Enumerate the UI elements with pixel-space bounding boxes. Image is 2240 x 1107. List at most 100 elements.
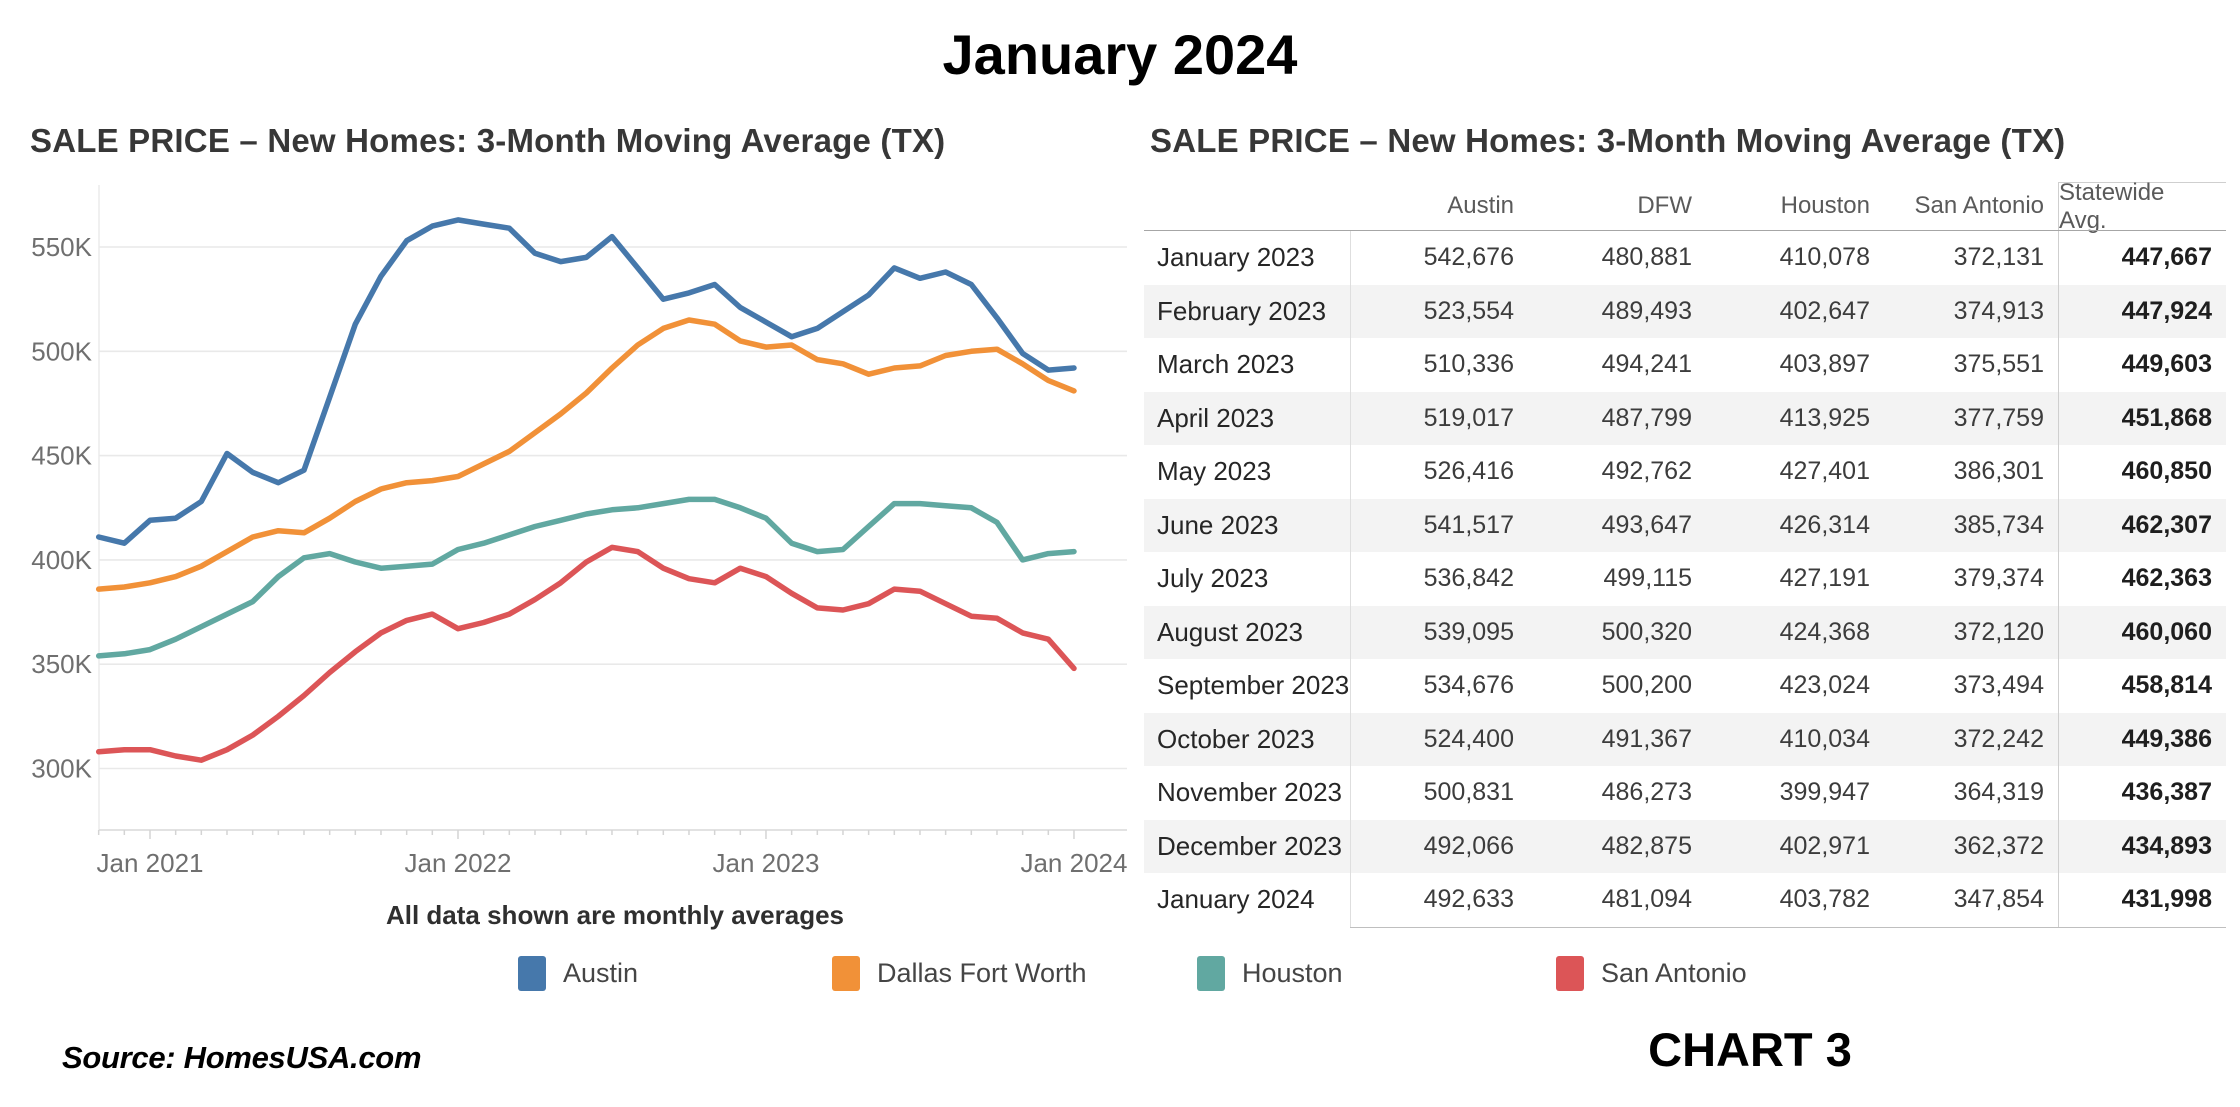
table-cell: 436,387 — [2058, 766, 2226, 820]
table-cell: 526,416 — [1350, 445, 1528, 499]
table-cell: 494,241 — [1601, 350, 1692, 379]
table-cell: 385,734 — [1884, 498, 2058, 552]
table-cell: 364,319 — [1953, 778, 2044, 807]
table-cell: 534,676 — [1350, 659, 1528, 713]
y-tick-label: 300K — [31, 754, 92, 784]
table-cell: 447,667 — [2058, 231, 2226, 285]
table-cell: 542,676 — [1350, 231, 1528, 285]
page-title: January 2024 — [942, 23, 1298, 86]
table-cell: 489,493 — [1528, 284, 1706, 338]
table-cell: 458,814 — [2058, 659, 2226, 713]
table-bottom-border — [1350, 926, 2226, 928]
legend-item-dallas-fort-worth[interactable]: Dallas Fort Worth — [832, 956, 1087, 991]
table-header-empty — [1144, 182, 1350, 230]
table-cell: 372,120 — [1884, 605, 2058, 659]
table-cell: 347,854 — [1953, 885, 2044, 914]
table-cell: 375,551 — [1953, 350, 2044, 379]
table-cell: 541,517 — [1350, 498, 1528, 552]
table-cell: 460,850 — [2058, 445, 2226, 499]
table-cell: 493,647 — [1528, 498, 1706, 552]
table-cell: 447,924 — [2058, 284, 2226, 338]
y-tick-label: 350K — [31, 649, 92, 679]
table-cell: 431,998 — [2058, 873, 2226, 927]
line-dallas-fort-worth — [95, 317, 1077, 592]
table-cell: 362,372 — [1884, 819, 2058, 873]
table-cell: 379,374 — [1953, 564, 2044, 593]
y-tick-label: 400K — [31, 545, 92, 575]
legend-item-san-antonio[interactable]: San Antonio — [1556, 956, 1747, 991]
legend-item-houston[interactable]: Houston — [1197, 956, 1343, 991]
table-cell: 524,400 — [1350, 712, 1528, 766]
x-tick-label: Jan 2023 — [712, 848, 819, 878]
table-row-label: July 2023 — [1157, 563, 1269, 594]
table-cell: 500,200 — [1601, 671, 1692, 700]
table-cell: 427,191 — [1779, 564, 1870, 593]
table-cell: 410,034 — [1706, 712, 1884, 766]
legend-item-austin[interactable]: Austin — [518, 956, 638, 991]
x-tick-label: Jan 2022 — [404, 848, 511, 878]
line-austin — [95, 217, 1077, 546]
legend-label: Dallas Fort Worth — [877, 958, 1087, 988]
line-san-antonio — [95, 544, 1077, 763]
table-row-label: November 2023 — [1157, 777, 1342, 808]
legend-label: San Antonio — [1601, 958, 1747, 988]
table-row-label: June 2023 — [1144, 498, 1350, 552]
table-cell: 373,494 — [1953, 671, 2044, 700]
table-cell: 377,759 — [1884, 391, 2058, 445]
table-cell: 491,367 — [1528, 712, 1706, 766]
table-cell: 539,095 — [1350, 605, 1528, 659]
table-cell: 434,893 — [2058, 819, 2226, 873]
table-cell: 536,842 — [1350, 552, 1528, 606]
legend-swatch-austin — [518, 956, 546, 991]
table-cell: 487,799 — [1528, 391, 1706, 445]
table-title: SALE PRICE – New Homes: 3-Month Moving A… — [1150, 122, 2066, 159]
price-line-chart: 550K 500K 450K 400K 350K 300K Jan 2021 Jan 2022… — [31, 185, 1127, 878]
legend-label: Houston — [1242, 958, 1343, 988]
table-header-statewide-avg-: Statewide Avg. — [2058, 179, 2226, 234]
legend-swatch-san-antonio — [1556, 956, 1584, 991]
table-cell: 402,971 — [1706, 819, 1884, 873]
table-cell: 427,401 — [1779, 457, 1870, 486]
x-tick-label: Jan 2024 — [1020, 848, 1127, 878]
x-tick-label: Jan 2021 — [97, 848, 204, 878]
table-cell: 462,307 — [2058, 498, 2226, 552]
table-header-austin: Austin — [1447, 192, 1514, 219]
table-row-label: March 2023 — [1157, 349, 1295, 380]
table-cell: 482,875 — [1528, 819, 1706, 873]
table-cell: 523,554 — [1350, 284, 1528, 338]
table-cell: 386,301 — [1953, 457, 2044, 486]
line-chart-title: SALE PRICE – New Homes: 3-Month Moving A… — [30, 122, 946, 159]
table-row-label: February 2023 — [1144, 284, 1350, 338]
table-cell: 481,094 — [1601, 885, 1692, 914]
table-cell: 413,925 — [1706, 391, 1884, 445]
table-cell: 372,131 — [1953, 243, 2044, 272]
chart-legend: Austin Dallas Fort Worth Houston San Antoni… — [0, 956, 2240, 1002]
legend-swatch-dallas-fort-worth — [832, 956, 860, 991]
legend-swatch-houston — [1197, 956, 1225, 991]
table-cell: 423,024 — [1779, 671, 1870, 700]
table-row-label: January 2024 — [1157, 884, 1315, 915]
chart-caption: All data shown are monthly averages — [385, 900, 845, 930]
table-header-dfw: DFW — [1637, 192, 1692, 219]
table-cell: 449,386 — [2058, 712, 2226, 766]
table-cell: 374,913 — [1884, 284, 2058, 338]
table-cell: 402,647 — [1706, 284, 1884, 338]
y-tick-label: 550K — [31, 232, 92, 262]
table-cell: 410,078 — [1779, 243, 1870, 272]
table-cell: 462,363 — [2058, 552, 2226, 606]
table-cell: 486,273 — [1601, 778, 1692, 807]
table-cell: 492,633 — [1350, 873, 1528, 927]
table-cell: 519,017 — [1350, 391, 1528, 445]
price-table: Austin DFW Houston San Antonio Statewide Avg… — [1144, 179, 2226, 928]
table-cell: 500,831 — [1350, 766, 1528, 820]
table-row-label: May 2023 — [1157, 456, 1272, 487]
table-cell: 403,782 — [1779, 885, 1870, 914]
table-cell: 399,947 — [1779, 778, 1870, 807]
table-cell: 426,314 — [1706, 498, 1884, 552]
table-cell: 424,368 — [1706, 605, 1884, 659]
table-header-underline — [1144, 230, 2226, 231]
price-table-grid: Austin DFW Houston San Antonio Statewide Avg… — [1144, 179, 2226, 927]
table-cell: 480,881 — [1601, 243, 1692, 272]
table-row-label: August 2023 — [1144, 605, 1350, 659]
table-cell: 499,115 — [1603, 564, 1692, 593]
